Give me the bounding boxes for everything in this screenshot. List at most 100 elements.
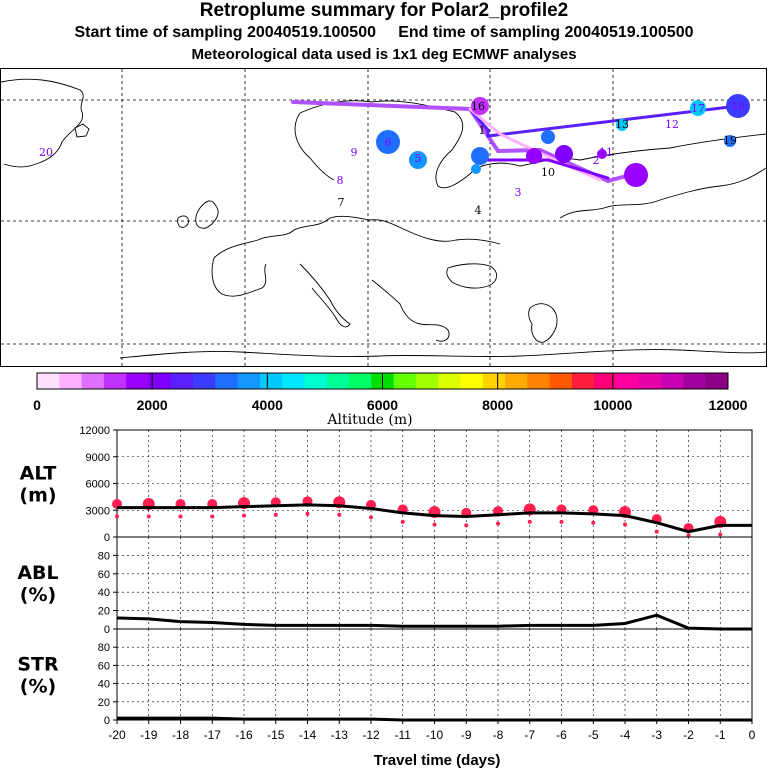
ireland-coast [177,215,189,228]
x-tick-label: -13 [331,728,349,742]
y-tick-label: 0 [104,532,110,544]
urals-coast [559,167,767,219]
series-line-alt [117,503,752,534]
colorbar-swatch [527,373,551,389]
map-frame [0,68,767,367]
alt-point-low [337,512,342,517]
colorbar-swatch [705,373,729,389]
cluster-label-16: 16 [471,100,485,113]
alt-point-low [464,523,469,528]
colorbar-swatch [393,373,417,389]
x-tick-label: -1 [715,728,726,742]
cluster-label-18: 18 [731,100,745,113]
x-axis-label: Travel time (days) [374,752,501,768]
colorbar-swatch [103,373,127,389]
alt-point-low [718,532,723,537]
cluster-markers [376,94,750,187]
alt-point-low [115,514,119,519]
cluster-marker [526,148,542,164]
cluster-label-10: 10 [541,166,555,179]
x-tick-label: -12 [362,728,380,742]
y-tick-label: 0 [104,715,110,727]
alt-point-low [400,519,405,524]
balkans-coast [371,279,450,342]
x-tick-label: -4 [620,728,631,742]
x-tick-label: -10 [426,728,444,742]
cluster-label-9: 9 [351,146,358,159]
north-africa-coast [119,349,767,359]
meteo-data-note: Meteorological data used is 1x1 deg ECMW… [191,46,577,63]
colorbar-swatch [482,373,506,389]
colorbar-swatch [170,373,194,389]
colorbar-swatch [616,373,640,389]
x-tick-label: -2 [683,728,694,742]
colorbar-swatch [148,373,172,389]
y-tick-label: 6000 [86,479,110,491]
x-tick-label: -6 [556,728,567,742]
iceland-coast [74,123,90,138]
y-tick-label: 60 [98,660,110,672]
colorbar-tick-label: 4000 [252,397,283,413]
y-tick-label: 20 [98,606,110,618]
cluster-label-5: 5 [415,152,422,165]
cluster-label-2: 2 [593,154,600,167]
panel-ylabel-unit: (m) [19,485,56,507]
alt-point-low [623,522,627,527]
colorbar-swatch [282,373,305,389]
x-tick-label: -9 [461,728,472,742]
cluster-marker [471,164,481,174]
alt-point-low [432,522,437,527]
start-time: Start time of sampling 20040519.100500 [74,24,377,41]
cluster-label-20: 20 [39,146,53,159]
panel-ylabel-unit: (%) [20,676,56,698]
alt-point-low [527,519,532,524]
sampling-times: Start time of sampling 20040519.100500 E… [0,24,768,42]
end-time: End time of sampling 20040519.100500 [398,24,694,41]
cluster-label-1: 1 [479,124,486,137]
colorbar-swatch [661,373,684,389]
y-tick-label: 0 [104,624,110,636]
alt-point-low [654,529,659,534]
caspian-coast [528,303,558,343]
series-line-abl [116,613,752,631]
x-tick-label: -7 [524,728,535,742]
colorbar-tick-label: 6000 [367,397,398,413]
colorbar-swatch [638,373,662,389]
colorbar-tick-label: 8000 [482,397,513,413]
alt-point-low [146,514,151,519]
x-tick-label: -14 [299,728,317,742]
scandinavia-russia-coast [299,100,767,189]
colorbar-tick-label: 2000 [137,397,168,413]
alt-point-low [686,533,691,538]
y-tick-label: 40 [98,679,110,691]
cluster-marker [471,97,489,115]
x-tick-label: -15 [267,728,285,742]
x-tick-label: 0 [749,728,756,742]
cluster-label-12: 12 [665,118,679,131]
x-tick-label: -18 [172,728,190,742]
cluster-marker [555,145,573,163]
trajectory-paths [291,100,740,184]
time-series-panels: 030006000900012000ALT(m)020406080ABL(%)0… [17,425,755,742]
alt-point-low [305,511,310,516]
colorbar-swatch [193,373,216,389]
cluster-label-7: 7 [338,196,345,209]
colorbar-swatch [237,373,261,389]
cluster-label-8: 8 [337,174,344,187]
britain-coast [195,200,219,229]
colorbar-swatch [259,373,283,389]
cluster-label-11: 11 [599,146,613,159]
colorbar-swatch [505,373,528,389]
colorbar-tick-label: 12000 [709,397,748,413]
cluster-label-3: 3 [515,186,522,199]
y-tick-label: 60 [98,569,110,581]
panel-ylabel-unit: (%) [20,584,56,606]
black-sea-coast [446,263,497,289]
alt-point-low [591,520,596,525]
greenland-coast [0,78,84,168]
colorbar-swatch [415,373,439,389]
map-gridlines [1,69,766,366]
altitude-colorbar: 0 2000 4000 6000 8000 10000 12000 [33,372,748,413]
cluster-label-14: 14 [529,150,543,163]
cluster-marker [616,119,628,131]
